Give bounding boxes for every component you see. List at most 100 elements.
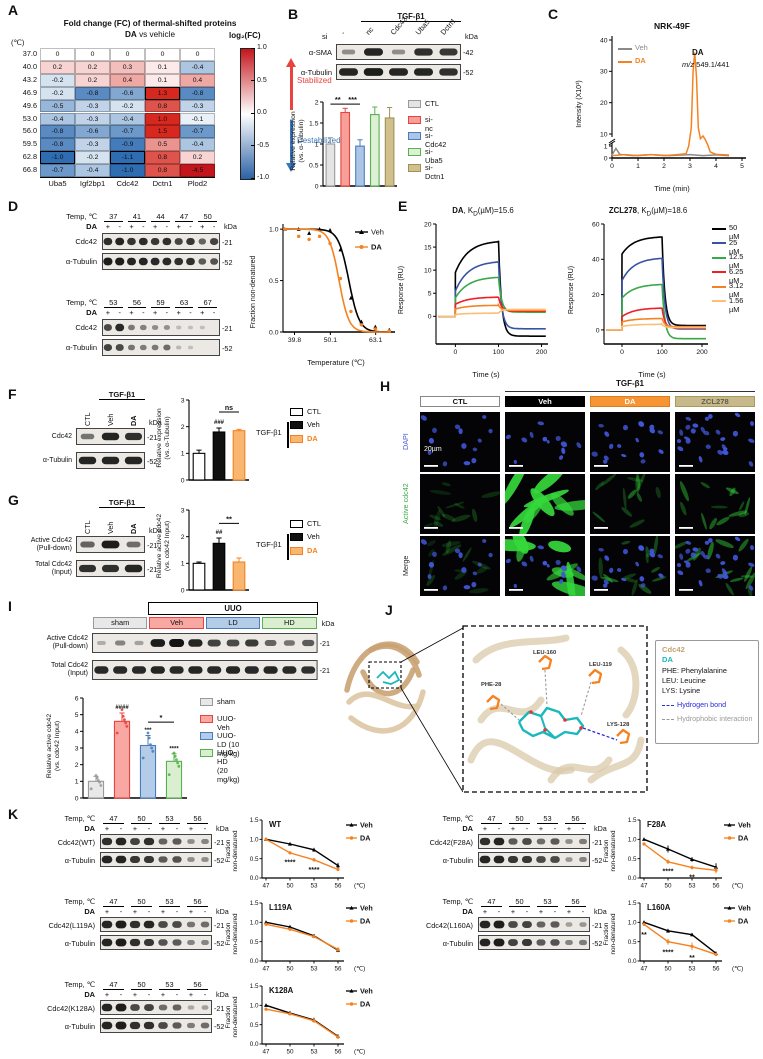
temp-value: 47 bbox=[103, 980, 124, 990]
svg-text:3: 3 bbox=[688, 163, 692, 170]
ylabel-line2: (vs. cdc42 Input) bbox=[53, 720, 61, 772]
legend-swatch bbox=[408, 164, 421, 172]
temp-value: 50 bbox=[131, 897, 152, 907]
kda-value: -52 bbox=[214, 856, 225, 865]
panel-K: K Temp, ℃ 47 50 53 56 DA + - + - + - + - kDa Cdc42(WT) -… bbox=[0, 806, 763, 1059]
colorbar-title: log₂(FC) bbox=[229, 31, 261, 40]
k-block-L160A: Temp, ℃ 47 50 53 56 DA + - + - + - + - kDa Cdc42(L160A)… bbox=[392, 897, 763, 977]
temp-value: 47 bbox=[103, 814, 124, 824]
svg-text:50: 50 bbox=[664, 966, 672, 973]
micro-image bbox=[505, 412, 585, 472]
plus-minus: - bbox=[497, 824, 501, 833]
plus-minus: + bbox=[188, 990, 194, 999]
svg-text:0: 0 bbox=[596, 327, 600, 334]
heatmap-cell: 0.5 bbox=[145, 138, 180, 152]
row-label: Active cdc42 bbox=[401, 483, 410, 525]
svg-text:53: 53 bbox=[310, 966, 318, 973]
colorbar-tick-label: -1.0 bbox=[257, 174, 270, 181]
bar-chart-svg: 00.511.52 ** *** bbox=[309, 95, 397, 190]
svg-text:1.5: 1.5 bbox=[250, 817, 259, 824]
plus-minus: + bbox=[176, 308, 181, 317]
svg-text:DA: DA bbox=[360, 833, 370, 842]
band-name: α-Tubulin bbox=[64, 1022, 95, 1031]
svg-text:53: 53 bbox=[310, 1049, 318, 1056]
temp-value: 50 bbox=[198, 212, 217, 222]
heatmap-cell: 0.2 bbox=[40, 60, 75, 74]
blot-strip bbox=[76, 536, 145, 553]
legend-lys: LYS: Lysine bbox=[662, 686, 701, 695]
bar-G-ylabel: Relative active cdc42 (vs. cdc42 Input) bbox=[156, 498, 171, 594]
temp-value: 50 bbox=[131, 980, 152, 990]
heatmap-cell: -0.8 bbox=[40, 138, 75, 152]
spr1-xlabel: Time (s) bbox=[472, 370, 500, 379]
svg-text:56: 56 bbox=[712, 966, 720, 973]
svg-text:20: 20 bbox=[592, 292, 600, 299]
condition-header: DA bbox=[590, 396, 670, 407]
heatmap-cell: 0.8 bbox=[145, 164, 180, 177]
plus-minus: + bbox=[104, 907, 110, 916]
panel-label-G: G bbox=[8, 492, 19, 508]
svg-text:###: ### bbox=[214, 420, 225, 426]
svg-text:DA: DA bbox=[360, 999, 370, 1008]
band-name: Cdc42 bbox=[75, 237, 97, 246]
temp-value: 50 bbox=[509, 814, 530, 824]
legend-line-swatch bbox=[618, 60, 632, 63]
heatmap-cell: 0.3 bbox=[110, 60, 145, 74]
svg-text:20: 20 bbox=[424, 221, 432, 228]
blot-strip bbox=[478, 834, 590, 849]
band-name: Cdc42(L160A) bbox=[425, 921, 473, 930]
chromatogram: 0 1 10 20 30 40 0 1 2 3 4 5 bbox=[588, 30, 748, 187]
panel-C: C NRK-49F Intensity (X10³) 0 1 10 20 30 40 0 1 2… bbox=[492, 4, 763, 196]
legend-line-swatch bbox=[712, 256, 726, 259]
plus-minus: + bbox=[510, 907, 516, 916]
svg-text:100: 100 bbox=[656, 349, 668, 356]
plus-minus: - bbox=[147, 824, 151, 833]
bar-chart-B: 0 0.5 1 1.5 2 ** *** bbox=[308, 92, 400, 197]
svg-text:3: 3 bbox=[75, 745, 79, 752]
heatmap-row-label: 46.9 bbox=[22, 87, 37, 97]
heatmap-cell: 0.1 bbox=[145, 73, 180, 87]
heatmap-cell: -0.9 bbox=[110, 138, 145, 152]
panel-label-A: A bbox=[8, 2, 19, 18]
colorbar-tick bbox=[251, 145, 255, 146]
kd-pre: , K bbox=[463, 206, 474, 215]
heatmap-cell: 0.2 bbox=[180, 151, 215, 165]
svg-text:3: 3 bbox=[181, 397, 185, 404]
legend-label: sham bbox=[217, 697, 236, 706]
heatmap-cell: -0.7 bbox=[180, 125, 215, 139]
svg-text:1.5: 1.5 bbox=[628, 817, 637, 824]
bar-chart-G: 0 1 2 3 ## ** bbox=[176, 500, 252, 601]
temp-label: Temp, ℃ bbox=[64, 980, 95, 989]
heatmap-cell: -0.4 bbox=[110, 112, 145, 126]
svg-text:56: 56 bbox=[334, 966, 342, 973]
mz-italic: m/z bbox=[682, 60, 695, 69]
temp-value: 47 bbox=[174, 212, 194, 222]
svg-text:40: 40 bbox=[592, 257, 600, 264]
spr1-title: DA, KD(µM)=15.6 bbox=[412, 206, 554, 218]
plus-minus: - bbox=[142, 222, 145, 231]
heatmap-cell: 0.8 bbox=[145, 151, 180, 165]
legend-swatch bbox=[408, 116, 421, 124]
plus-minus: - bbox=[118, 222, 121, 231]
heatmap-col-label: Cdc42 bbox=[116, 179, 139, 188]
heatmap-title: Fold change (FC) of thermal-shifted prot… bbox=[63, 19, 237, 28]
plus-minus: - bbox=[553, 907, 557, 916]
kline-ylabel: Fraction non-denatured bbox=[225, 996, 239, 1038]
svg-text:53: 53 bbox=[688, 883, 696, 890]
heatmap-row-label: 62.8 bbox=[22, 152, 37, 162]
ylabel-text: Intensity (X10³) bbox=[576, 80, 583, 128]
scale-label: 20µm bbox=[424, 446, 442, 453]
stabilized-arrow-stem bbox=[289, 66, 293, 110]
svg-text:L160A: L160A bbox=[647, 903, 671, 912]
svg-text:0.0: 0.0 bbox=[250, 958, 259, 965]
ylabel-text: Response (RU) bbox=[398, 265, 405, 315]
legend-swatch bbox=[408, 148, 421, 156]
lane-label: nc bbox=[363, 25, 375, 37]
plus-minus: - bbox=[212, 222, 216, 231]
lane-label: CTL bbox=[82, 520, 92, 534]
heatmap-cell: -0.4 bbox=[40, 112, 75, 126]
temp-label: Temp, ℃ bbox=[64, 814, 95, 823]
plus-minus: - bbox=[175, 990, 179, 999]
plus-minus: - bbox=[203, 824, 207, 833]
